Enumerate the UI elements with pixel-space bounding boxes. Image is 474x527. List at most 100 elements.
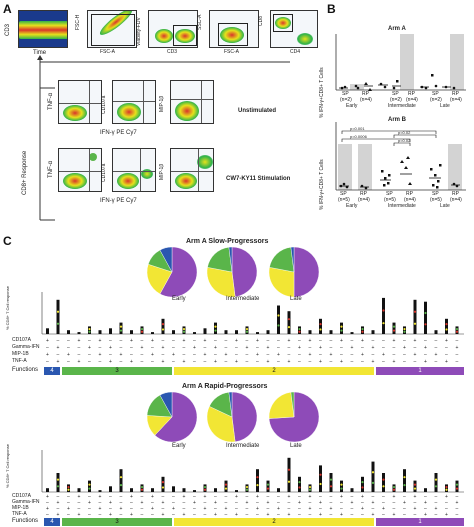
bar-point <box>67 488 70 491</box>
grid-mark: – <box>372 338 375 344</box>
grid-mark: – <box>393 506 396 512</box>
bar <box>298 326 301 334</box>
bar <box>119 322 123 334</box>
grid-mark: – <box>57 494 60 500</box>
grid-mark: – <box>235 506 238 512</box>
bar <box>392 322 396 334</box>
bar-point <box>361 486 364 489</box>
grid-mark: + <box>46 338 49 344</box>
bar <box>308 484 312 492</box>
axis-label: CD107a <box>101 163 107 182</box>
grid-mark: + <box>445 512 448 518</box>
grid-mark: – <box>351 352 354 358</box>
grid-mark: + <box>130 359 133 365</box>
grid-mark: + <box>46 506 49 512</box>
grid-mark: – <box>109 352 112 358</box>
grid-mark: – <box>382 494 385 500</box>
grid-mark: + <box>361 338 364 344</box>
grid-mark: + <box>151 352 154 358</box>
bar-point <box>140 327 144 331</box>
grid-mark: – <box>67 345 70 351</box>
bar-point <box>161 323 165 326</box>
grid-mark: – <box>46 512 49 518</box>
grid-mark: + <box>151 494 154 500</box>
arm-b-n: (n=5) <box>338 197 350 203</box>
bar-point <box>413 310 417 313</box>
slow-pie-group <box>146 246 320 298</box>
bar-point <box>403 476 406 479</box>
arm-a-n: (n=2) <box>430 97 442 103</box>
grid-mark: – <box>183 500 186 506</box>
arm-b-title: Arm B <box>388 117 407 123</box>
grid-mark: – <box>141 506 144 512</box>
grid-mark: – <box>330 338 333 344</box>
axis-label: MIP-1β <box>159 163 165 180</box>
grid-mark: – <box>183 352 186 358</box>
grid-mark: + <box>288 494 291 500</box>
grid-mark: – <box>330 345 333 351</box>
grid-mark: + <box>445 338 448 344</box>
group-label: Early <box>346 103 358 109</box>
grid-mark: – <box>172 500 175 506</box>
arm-a-ylabel: % IFN-γ+CD8+ T Cells <box>319 67 325 118</box>
bar <box>340 480 343 492</box>
grid-mark: + <box>162 512 165 518</box>
arm-b-n: (n=4) <box>450 197 462 203</box>
grid-mark: + <box>403 500 406 506</box>
row-label: MIP-1B <box>12 351 29 357</box>
function-strip-1: 1 <box>376 367 464 375</box>
bar-point <box>182 327 186 331</box>
arm-b-sp: SP <box>432 191 439 197</box>
grid-mark: – <box>382 500 385 506</box>
grid-mark: – <box>67 494 70 500</box>
function-strip-2: 2 <box>174 518 374 526</box>
grid-mark: – <box>172 512 175 518</box>
bar-point <box>245 488 249 491</box>
grid-mark: – <box>267 338 270 344</box>
bar <box>266 480 270 492</box>
pie-label: Intermediate <box>226 296 260 302</box>
bar <box>382 473 385 492</box>
bar <box>445 484 448 492</box>
grid-mark: + <box>309 338 312 344</box>
grid-mark: + <box>256 494 259 500</box>
grid-mark: – <box>298 359 301 365</box>
grid-mark: + <box>424 359 427 365</box>
grid-mark: + <box>162 345 165 351</box>
unstim-plot-mip <box>170 80 214 124</box>
grid-mark: – <box>424 506 427 512</box>
bar-point <box>382 478 385 481</box>
grid-mark: + <box>246 500 249 506</box>
grid-mark: – <box>351 506 354 512</box>
bar <box>77 488 81 492</box>
grid-mark: – <box>435 345 438 351</box>
bar <box>46 328 49 334</box>
unstim-label: Unstimulated <box>238 108 277 114</box>
grid-mark: – <box>67 512 70 518</box>
pie-slice <box>146 264 173 295</box>
grid-mark: – <box>204 500 207 506</box>
grid-mark: – <box>120 359 123 365</box>
grid-mark: – <box>214 352 217 358</box>
bar-point <box>214 325 217 328</box>
bar <box>434 330 438 334</box>
bar <box>67 330 70 334</box>
bar <box>403 469 406 492</box>
grid-mark: + <box>330 352 333 358</box>
grid-mark: – <box>193 352 196 358</box>
grid-mark: + <box>235 512 238 518</box>
grid-mark: + <box>330 506 333 512</box>
grid-mark: – <box>172 338 175 344</box>
bar-point <box>266 487 270 490</box>
grid-mark: – <box>120 512 123 518</box>
grid-mark: – <box>319 352 322 358</box>
grid-mark: – <box>88 352 91 358</box>
arm-b-n: (n=5) <box>430 197 442 203</box>
arm-b-sp: SP <box>340 191 347 197</box>
bar-point <box>445 323 448 326</box>
grid-mark: – <box>151 512 154 518</box>
grid-mark: + <box>414 338 417 344</box>
arm-a-n: (n=2) <box>340 97 352 103</box>
bar <box>140 326 144 334</box>
bar-point <box>424 323 427 326</box>
